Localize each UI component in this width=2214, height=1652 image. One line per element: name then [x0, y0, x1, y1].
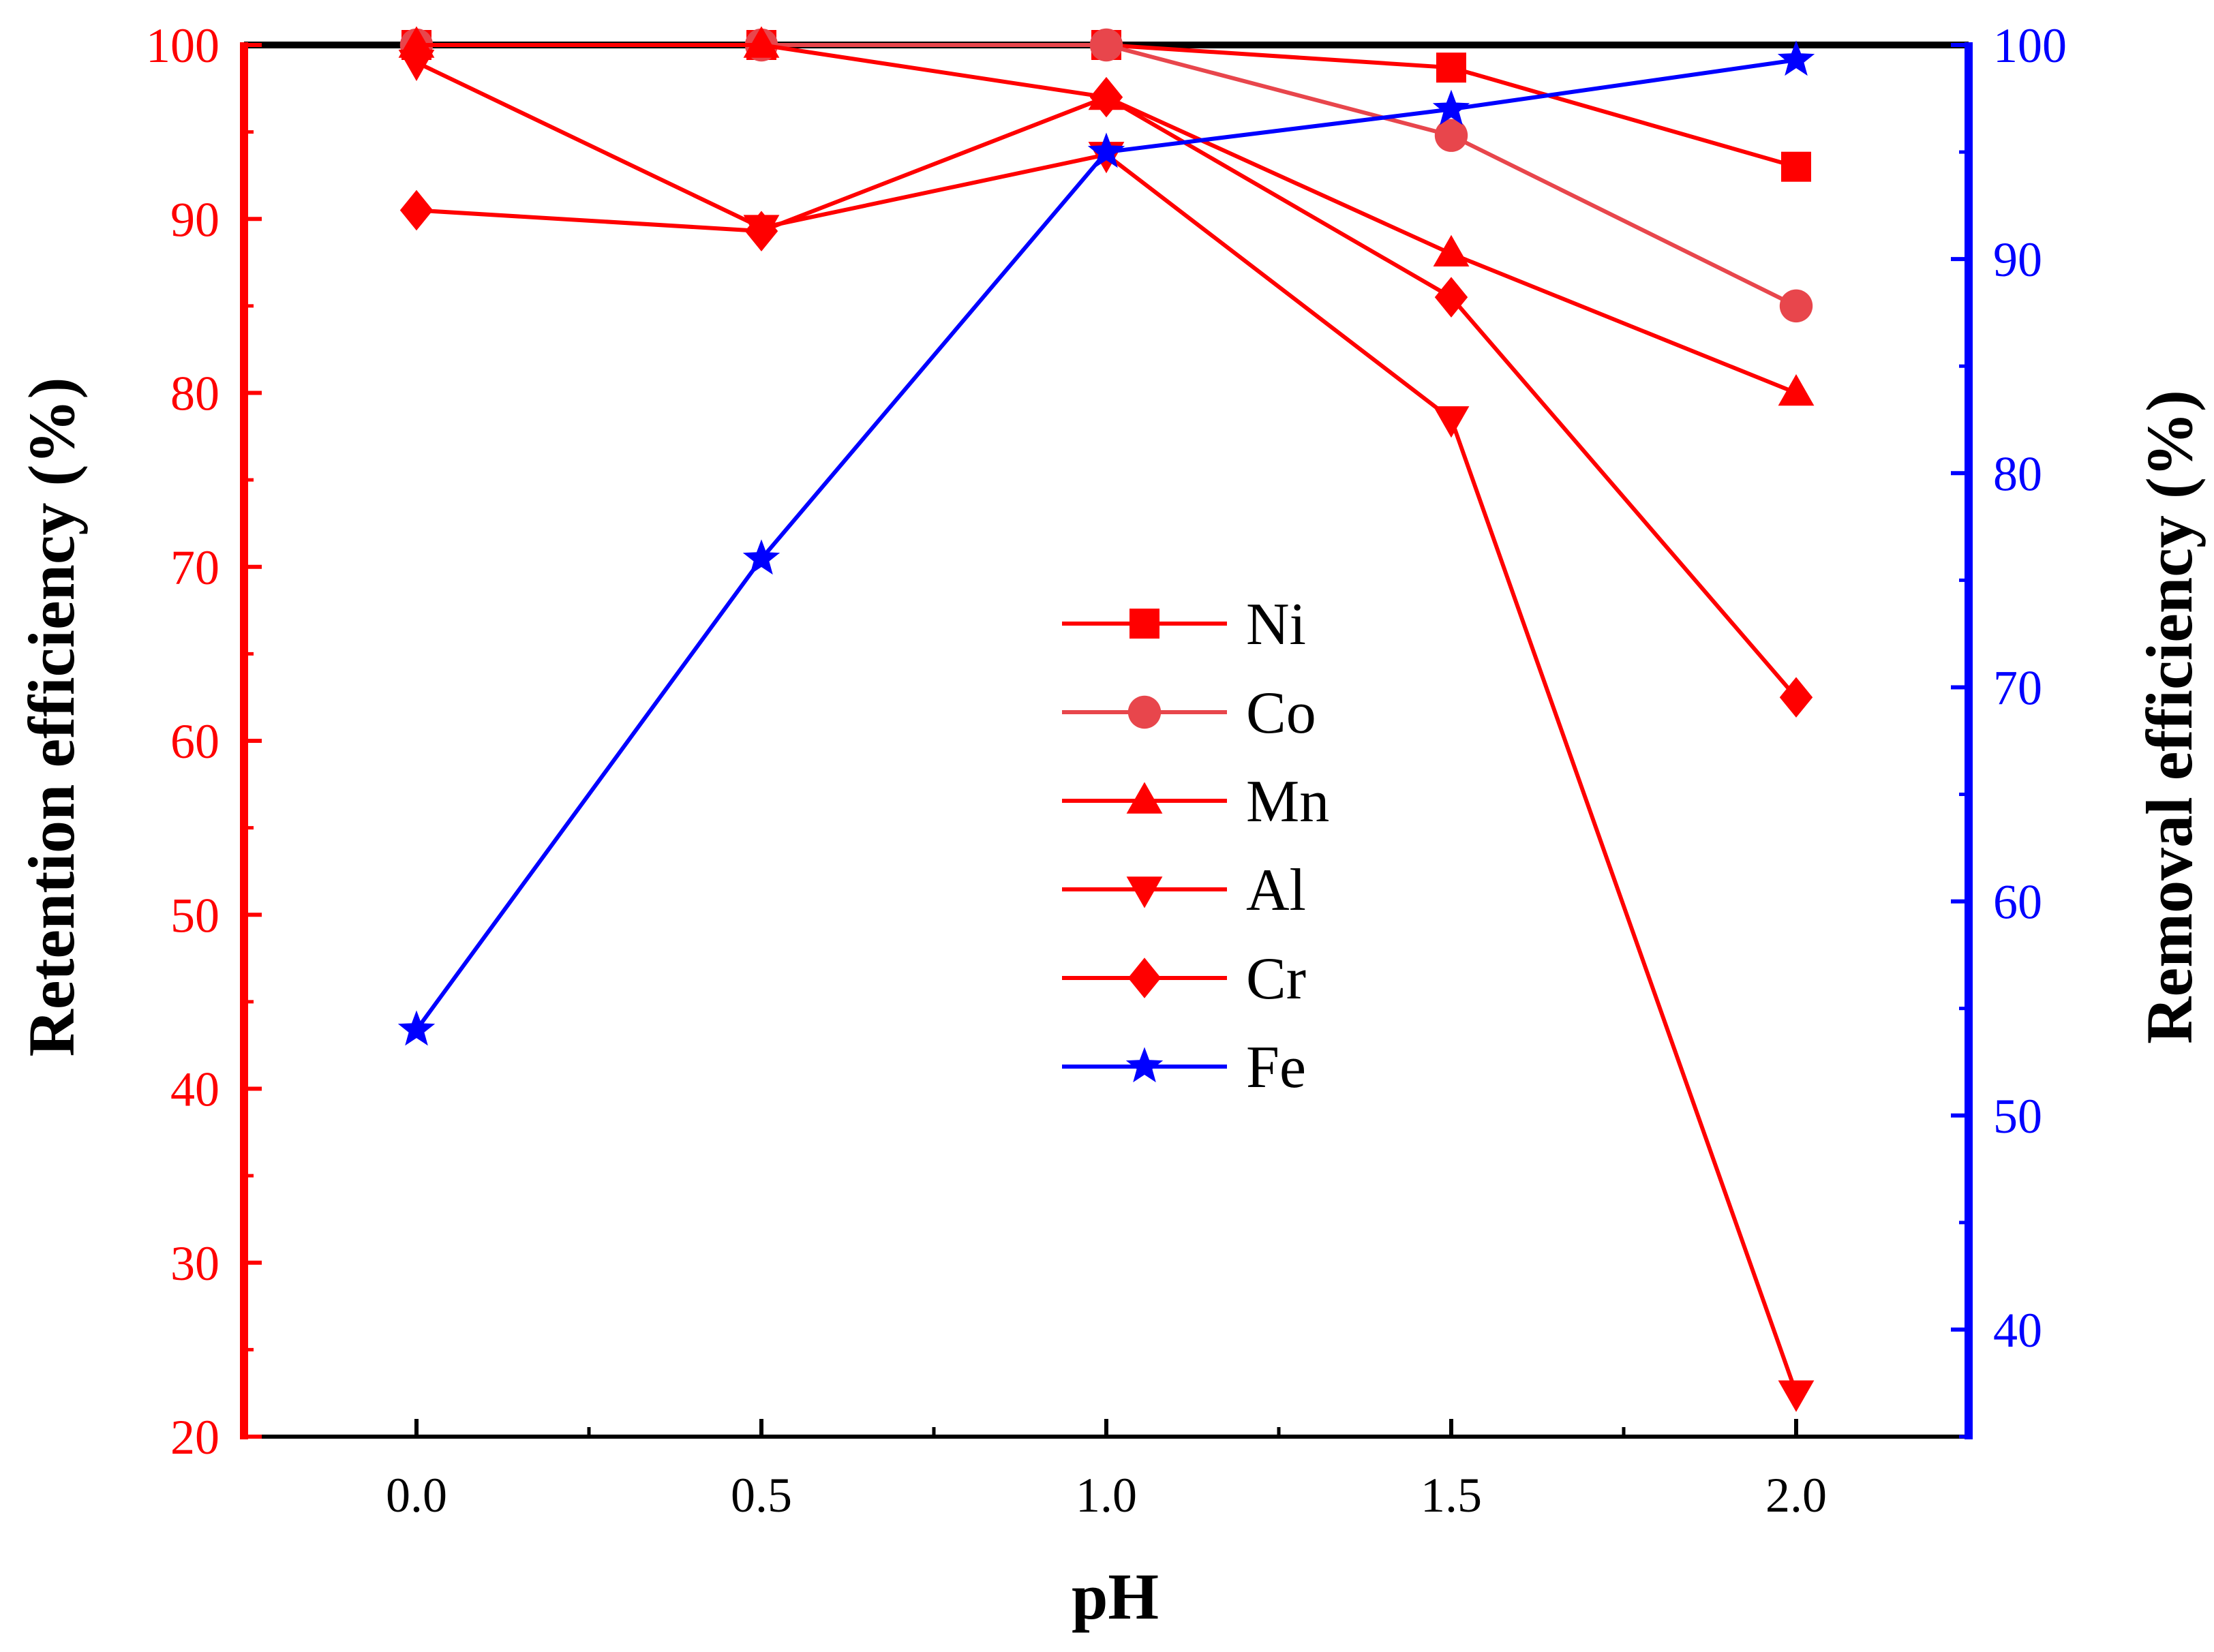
y-tick-label: 80 [170, 367, 219, 421]
x-tick-label: 2.0 [1765, 1468, 1827, 1523]
y2-tick-label: 80 [1993, 446, 2042, 501]
y2-tick-label: 60 [1993, 875, 2042, 930]
data-point-co [1089, 28, 1123, 62]
series-line-cr [416, 95, 1798, 699]
legend-label-al: Al [1246, 857, 1306, 923]
data-point-cr [744, 211, 778, 251]
data-point-ni [1781, 151, 1811, 182]
legend-marker-co [1127, 695, 1162, 729]
legend-label-fe: Fe [1246, 1035, 1306, 1101]
y-tick-label: 50 [170, 888, 219, 943]
y2-tick-label: 70 [1993, 660, 2042, 715]
y-tick-label: 70 [170, 540, 219, 595]
series-line-al [415, 60, 1798, 1394]
y-tick-label: 90 [170, 192, 219, 247]
y2-tick-label: 90 [1993, 232, 2042, 287]
data-point-ni [1436, 52, 1466, 83]
x-tick-label: 1.0 [1076, 1468, 1137, 1523]
data-point-cr [1089, 76, 1123, 118]
data-point-fe [397, 1010, 436, 1046]
data-point-fe [1087, 132, 1125, 168]
data-point-mn [1433, 234, 1470, 266]
legend-marker-al [1126, 876, 1163, 908]
y2-tick-label: 40 [1993, 1303, 2042, 1358]
legend: Ni Co Mn Al Cr Fe [1062, 592, 1329, 1101]
legend-marker-mn [1126, 782, 1163, 814]
axes-layer: 0.0 0.5 1.0 1.5 2.0 20 30 40 50 60 70 80 90 100 40 50 60… [146, 18, 2067, 1523]
x-axis-label: pH [1072, 1560, 1159, 1633]
y-tick-label: 100 [146, 18, 219, 73]
data-point-al [398, 49, 435, 82]
legend-marker-fe [1125, 1047, 1164, 1083]
legend-label-ni: Ni [1246, 592, 1306, 658]
y-tick-label: 30 [170, 1236, 219, 1291]
x-tick-label: 0.5 [731, 1468, 792, 1523]
legend-label-co: Co [1246, 680, 1316, 746]
data-point-al [1433, 406, 1470, 438]
y2-tick-label: 100 [1993, 18, 2067, 73]
data-point-al [1778, 1380, 1815, 1412]
data-point-mn [1778, 374, 1815, 406]
data-point-co [1434, 119, 1468, 152]
series-layer [397, 26, 1815, 1412]
y-tick-label: 20 [170, 1410, 219, 1465]
data-point-cr [1434, 277, 1468, 318]
data-point-fe [1777, 40, 1815, 76]
y2-axis-label: Removal efficiency (%) [2133, 390, 2206, 1044]
data-point-mn [743, 26, 780, 58]
data-point-cr [1779, 677, 1813, 718]
legend-marker-ni [1129, 609, 1159, 639]
y-tick-label: 40 [170, 1062, 219, 1117]
y2-tick-label: 50 [1993, 1089, 2042, 1144]
data-point-fe [1432, 89, 1470, 125]
data-point-cr [399, 189, 434, 231]
legend-label-mn: Mn [1246, 769, 1329, 835]
x-tick-label: 1.5 [1421, 1468, 1482, 1523]
data-point-co [1779, 289, 1813, 323]
y-tick-label: 60 [170, 714, 219, 769]
y-axis-label: Retention efficiency (%) [15, 378, 88, 1057]
legend-marker-cr [1127, 958, 1162, 998]
legend-label-cr: Cr [1246, 946, 1306, 1012]
x-tick-label: 0.0 [386, 1468, 447, 1523]
data-point-fe [742, 539, 780, 575]
